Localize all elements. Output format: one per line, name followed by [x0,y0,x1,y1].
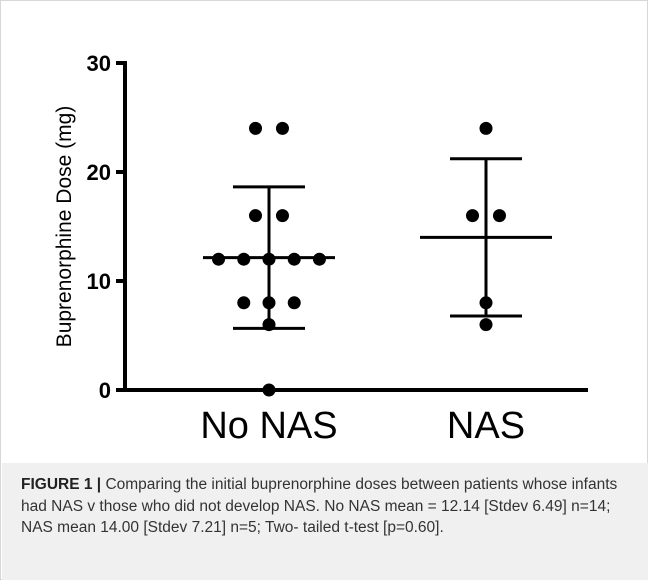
data-point [479,318,493,332]
y-tick-label: 20 [87,160,111,185]
data-point [262,296,276,310]
data-point [492,209,506,223]
figure-caption: FIGURE 1 | Comparing the initial bupreno… [21,474,631,539]
data-point [237,252,251,266]
data-point [237,296,251,310]
data-point [287,296,301,310]
data-point [262,252,276,266]
x-category-label: NAS [447,405,525,447]
data-point [275,209,289,223]
data-point [479,121,493,135]
figure-label: FIGURE 1 | [21,476,102,493]
data-point [275,121,289,135]
data-point [212,252,226,266]
data-point [262,318,276,332]
y-tick-label: 30 [87,51,111,76]
data-point [312,252,326,266]
y-tick-label: 10 [87,269,111,294]
data-point [262,383,276,397]
y-axis-label: Buprenorphine Dose (mg) [53,106,76,348]
caption-text: Comparing the initial buprenorphine dose… [21,476,618,536]
data-point [249,209,263,223]
data-point [479,296,493,310]
caption-band [2,463,648,580]
data-point [466,209,480,223]
x-category-label: No NAS [200,405,337,447]
data-point [249,121,263,135]
dot-plot-chart: 0 10 20 30 Buprenorphine Dose (mg) No NAS NAS [53,51,588,447]
y-tick-label: 0 [99,378,111,403]
data-point [287,252,301,266]
